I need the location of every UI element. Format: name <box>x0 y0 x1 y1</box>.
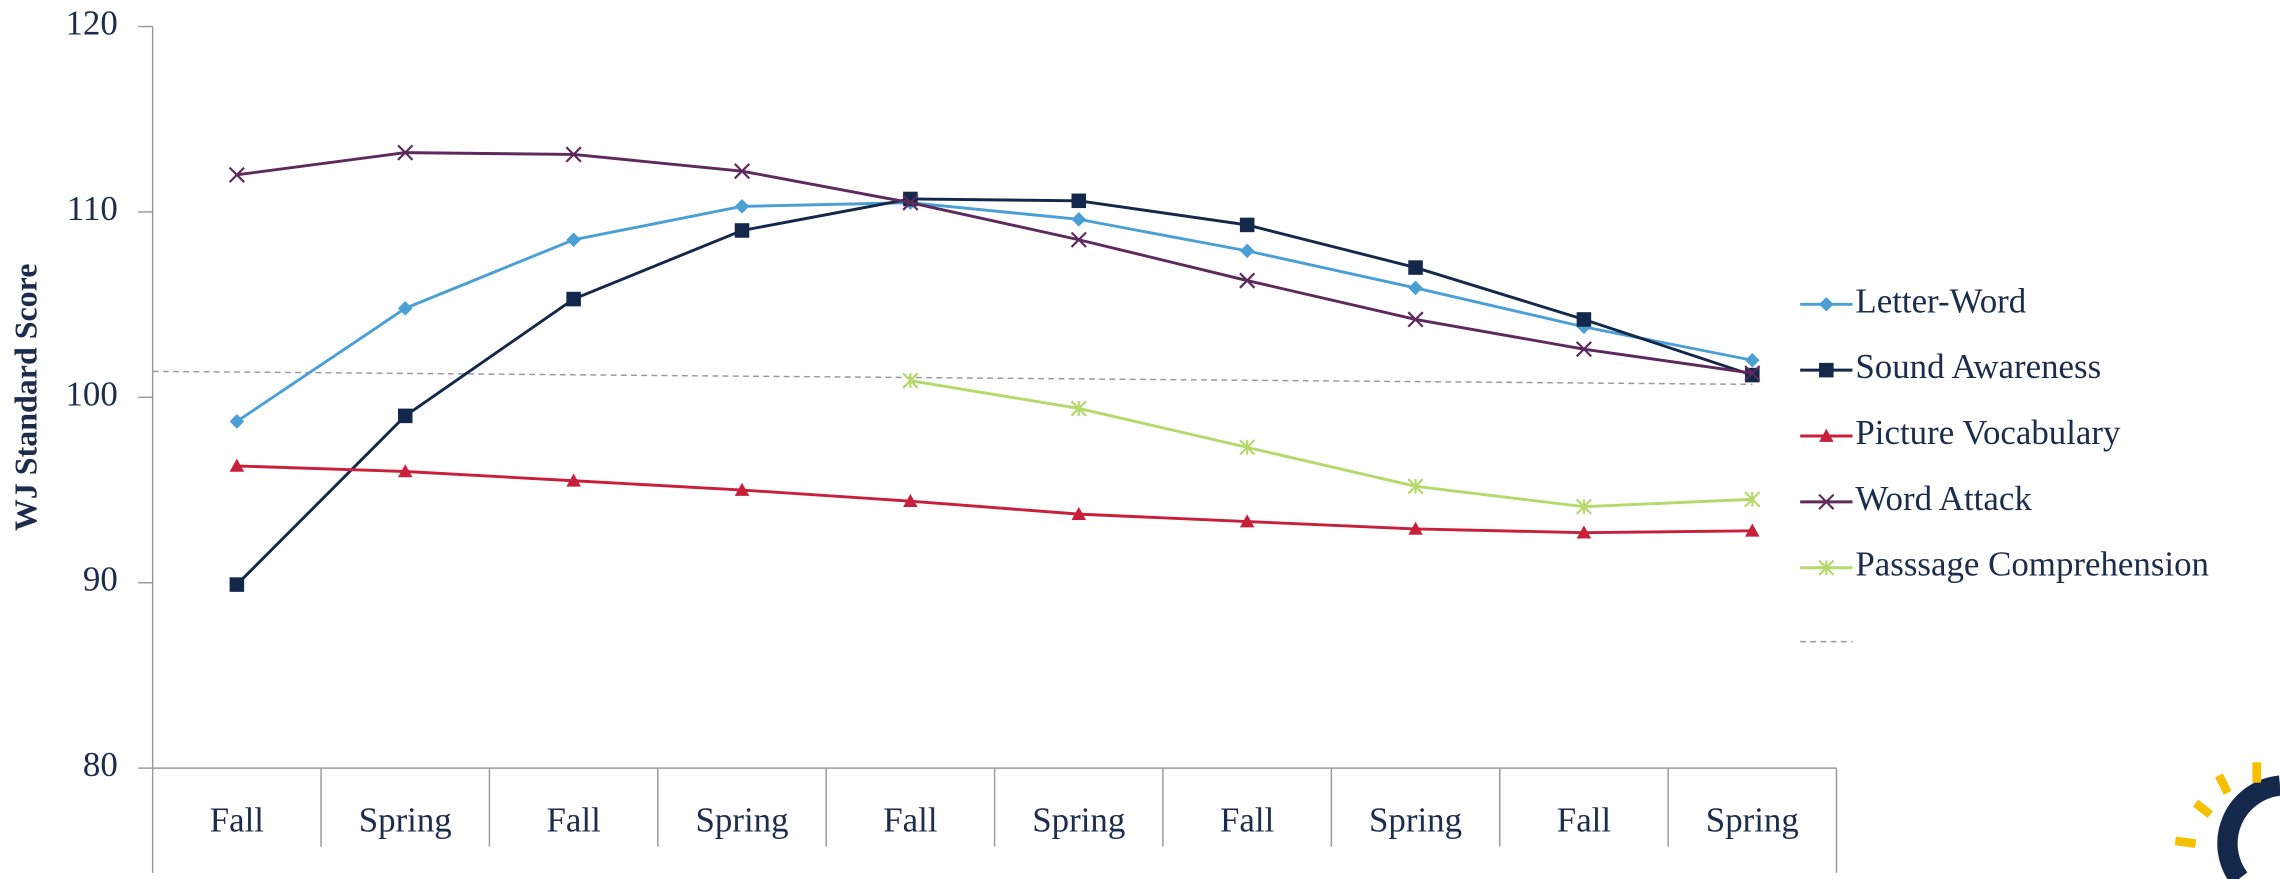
marker <box>1745 352 1760 368</box>
series-line <box>235 197 1753 586</box>
marker <box>229 577 245 592</box>
marker <box>566 473 581 487</box>
marker <box>1239 439 1256 456</box>
marker <box>1575 498 1592 515</box>
marker <box>1070 400 1087 417</box>
x-tick-label: Spring <box>696 800 789 839</box>
series-line <box>236 464 1753 535</box>
x-tick-label: Spring <box>1032 800 1125 839</box>
marker <box>1744 491 1761 508</box>
legend-label: Passsage Comprehension <box>1855 545 2209 584</box>
marker <box>1744 365 1761 382</box>
marker <box>1239 217 1255 233</box>
x-tick-label: Fall <box>1557 800 1611 839</box>
x-tick-label: Fall <box>1220 800 1274 839</box>
marker <box>1745 523 1760 537</box>
marker <box>1745 367 1760 383</box>
x-tick-label: Fall <box>210 800 264 839</box>
marker <box>566 232 581 248</box>
marker <box>1576 312 1592 327</box>
marker <box>1575 341 1592 358</box>
marker <box>903 493 918 507</box>
marker <box>734 223 750 238</box>
marker <box>1239 272 1256 289</box>
y-tick-label: 120 <box>65 4 117 43</box>
marker <box>734 199 750 214</box>
marker <box>1576 525 1592 539</box>
logo <box>2174 762 2280 879</box>
marker <box>1819 362 1834 378</box>
marker <box>1239 514 1255 528</box>
marker <box>1408 521 1423 535</box>
marker <box>565 146 582 163</box>
marker <box>902 194 919 211</box>
series-line <box>236 201 1753 423</box>
marker <box>1818 559 1835 576</box>
marker <box>397 301 413 316</box>
marker <box>1818 493 1835 510</box>
legend-label: Letter-Word <box>1855 281 2026 320</box>
legend-label: Word Attack <box>1855 479 2032 518</box>
trend-line <box>152 370 1753 386</box>
y-tick-label: 90 <box>83 560 118 599</box>
marker <box>566 291 581 307</box>
marker <box>1408 280 1423 296</box>
marker <box>1407 478 1424 495</box>
marker <box>397 144 414 161</box>
series-line <box>236 151 1753 375</box>
marker <box>1071 193 1087 209</box>
x-tick-label: Spring <box>1369 800 1462 839</box>
x-tick-label: Spring <box>1706 800 1799 839</box>
marker <box>1819 428 1834 442</box>
marker <box>1407 311 1424 328</box>
y-tick-label: 110 <box>67 189 118 228</box>
marker <box>902 372 919 389</box>
y-axis-label: WJ Standard Score <box>8 264 43 532</box>
marker <box>397 408 413 424</box>
marker <box>397 464 413 478</box>
x-tick-label: Fall <box>883 800 937 839</box>
y-tick-label: 100 <box>65 374 117 413</box>
x-tick-label: Spring <box>359 800 452 839</box>
marker <box>228 166 245 183</box>
marker <box>1239 243 1255 259</box>
y-tick-label: 80 <box>83 745 118 784</box>
legend-label: Picture Vocabulary <box>1855 413 2121 452</box>
series-line <box>910 379 1753 509</box>
marker <box>1070 231 1087 248</box>
marker <box>733 163 751 180</box>
x-tick-label: Fall <box>547 800 601 839</box>
marker <box>1071 506 1087 520</box>
marker <box>1071 212 1087 227</box>
marker <box>229 414 245 429</box>
marker <box>229 458 245 472</box>
legend-label: Sound Awareness <box>1855 347 2101 386</box>
marker <box>1819 297 1834 312</box>
marker <box>1408 260 1423 275</box>
marker <box>734 482 750 496</box>
